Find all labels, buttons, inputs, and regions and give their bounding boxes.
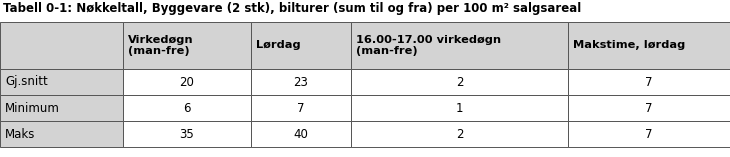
Text: Maks: Maks xyxy=(5,127,35,141)
Text: 1: 1 xyxy=(456,101,464,114)
Bar xyxy=(123,69,251,95)
Bar xyxy=(351,69,569,95)
Bar xyxy=(251,95,351,121)
Bar xyxy=(123,22,251,69)
Bar xyxy=(0,121,123,147)
Bar xyxy=(0,95,123,121)
Text: 2: 2 xyxy=(456,76,464,89)
Text: Makstime, lørdag: Makstime, lørdag xyxy=(573,41,685,51)
Text: 16.00-17.00 virkedøgn
(man-fre): 16.00-17.00 virkedøgn (man-fre) xyxy=(356,35,502,56)
Text: Minimum: Minimum xyxy=(5,101,60,114)
Bar xyxy=(0,69,123,95)
Bar xyxy=(569,95,730,121)
Bar xyxy=(351,121,569,147)
Text: Gj.snitt: Gj.snitt xyxy=(5,76,47,89)
Text: 2: 2 xyxy=(456,127,464,141)
Bar xyxy=(251,121,351,147)
Text: 6: 6 xyxy=(183,101,191,114)
Bar xyxy=(123,95,251,121)
Text: 7: 7 xyxy=(645,127,653,141)
Bar xyxy=(351,95,569,121)
Bar xyxy=(569,22,730,69)
Text: Virkedøgn
(man-fre): Virkedøgn (man-fre) xyxy=(128,35,193,56)
Text: 7: 7 xyxy=(645,101,653,114)
Bar xyxy=(569,69,730,95)
Bar xyxy=(351,22,569,69)
Text: 35: 35 xyxy=(180,127,194,141)
Bar xyxy=(251,22,351,69)
Bar xyxy=(0,22,123,69)
Text: 7: 7 xyxy=(645,76,653,89)
Text: 7: 7 xyxy=(297,101,304,114)
Bar xyxy=(251,69,351,95)
Bar xyxy=(569,121,730,147)
Text: 40: 40 xyxy=(293,127,308,141)
Text: 23: 23 xyxy=(293,76,308,89)
Text: Lørdag: Lørdag xyxy=(255,41,300,51)
Bar xyxy=(123,121,251,147)
Text: Tabell 0-1: Nøkkeltall, Byggevare (2 stk), bilturer (sum til og fra) per 100 m² : Tabell 0-1: Nøkkeltall, Byggevare (2 stk… xyxy=(3,2,581,15)
Text: 20: 20 xyxy=(180,76,194,89)
